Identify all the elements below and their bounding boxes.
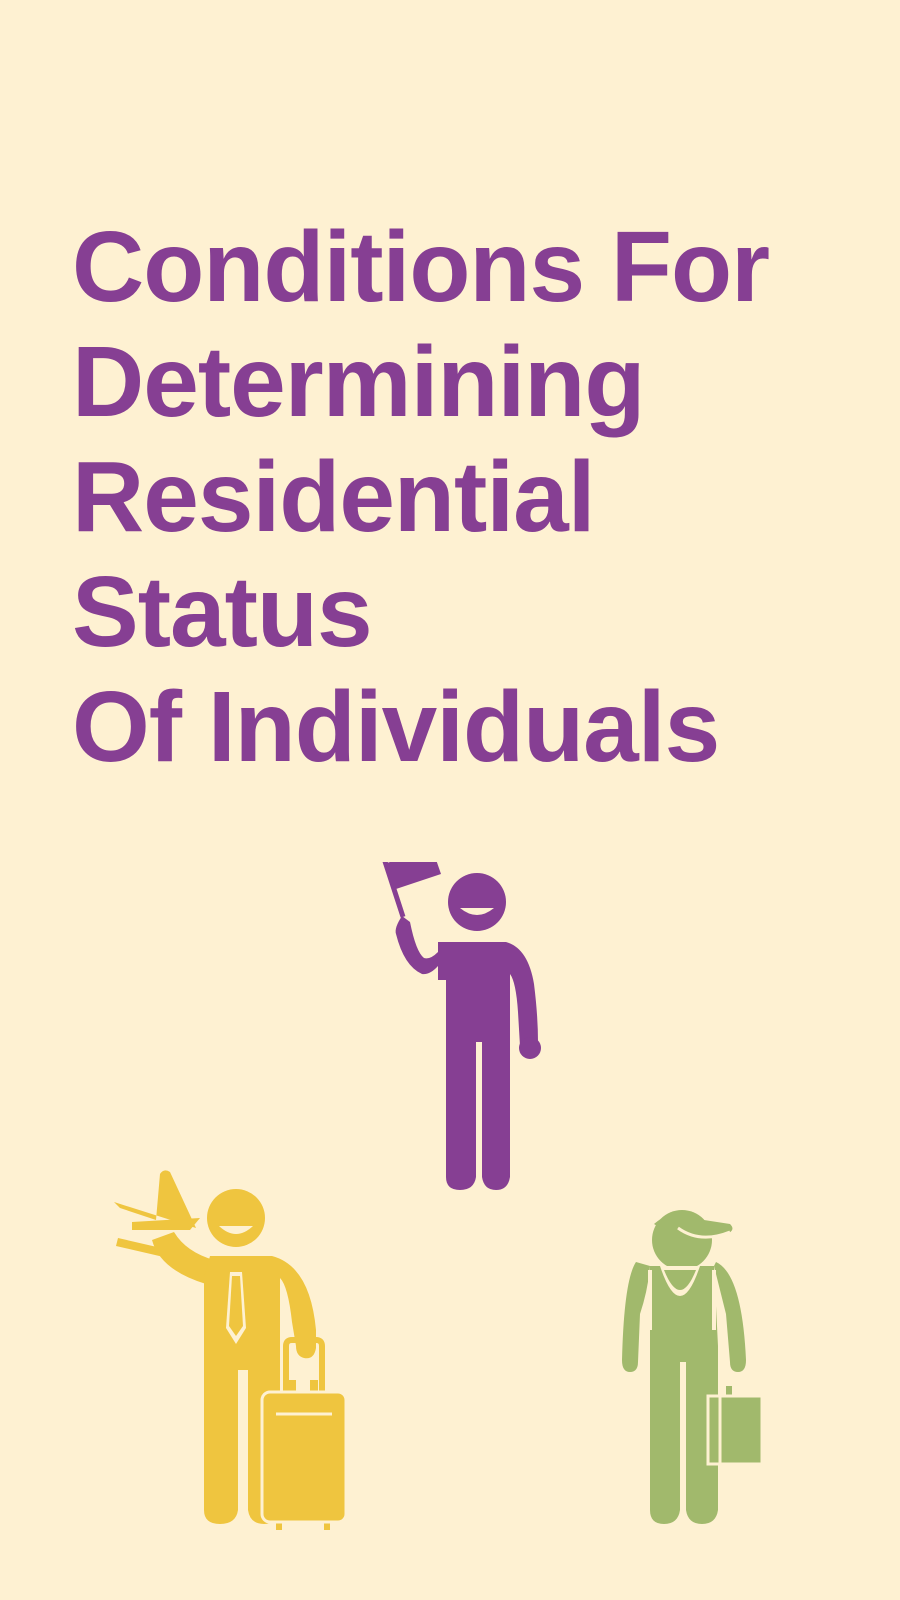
worker-with-briefcase-icon <box>622 1210 764 1524</box>
page-title: Conditions For Determining Residential S… <box>72 210 872 785</box>
title-line-1: Conditions For <box>72 211 770 323</box>
title-line-4: Status <box>72 556 373 668</box>
resident-with-flag-icon <box>382 862 541 1190</box>
title-line-3: Residential <box>72 441 596 553</box>
title-line-2: Determining <box>72 326 645 438</box>
traveler-with-luggage-icon <box>114 1170 348 1530</box>
title-line-5: Of Individuals <box>72 671 720 783</box>
